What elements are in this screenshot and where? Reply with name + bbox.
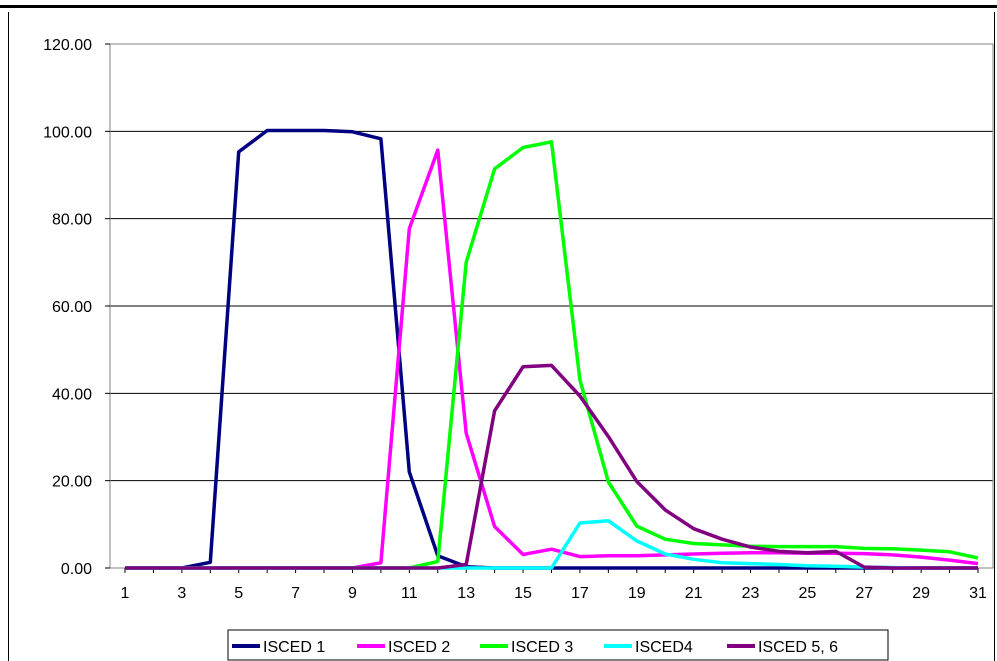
x-tick-label: 29	[912, 585, 930, 602]
x-tick-label: 13	[457, 585, 475, 602]
series-line-2	[125, 148, 979, 570]
chart-frame	[8, 12, 995, 661]
x-tick-label: 5	[234, 585, 243, 602]
top-border	[0, 5, 997, 8]
legend-label: ISCED4	[635, 639, 693, 656]
x-tick-label: 21	[685, 585, 703, 602]
x-tick-label: 25	[799, 585, 817, 602]
series-line-3	[125, 140, 979, 570]
x-tick-label: 11	[401, 585, 418, 602]
legend-label: ISCED 1	[263, 639, 325, 656]
gridlines	[110, 43, 993, 569]
y-tick-label: 120.00	[43, 37, 92, 54]
y-axis-ticks: 0.00 20.00 40.00 60.00 80.00 100.00 120.00	[43, 37, 110, 578]
legend-box	[227, 629, 889, 661]
y-tick-label: 20.00	[52, 474, 92, 491]
y-tick-label: 60.00	[52, 299, 92, 316]
x-tick-label: 15	[514, 585, 532, 602]
y-tick-label: 80.00	[52, 212, 92, 229]
legend: ISCED 1 ISCED 2 ISCED 3 ISCED4 ISCED 5, 6	[227, 629, 889, 661]
x-tick-label: 17	[571, 585, 589, 602]
legend-label: ISCED 2	[388, 639, 450, 656]
x-axis-ticks: 1 3 5 7 9 11 13 15 17 19 21 23 25 27 29 31	[121, 568, 987, 602]
x-tick-label: 31	[969, 585, 987, 602]
x-tick-label: 23	[742, 585, 760, 602]
series-line-1	[125, 128, 978, 570]
x-tick-label: 9	[348, 585, 357, 602]
x-tick-label: 27	[855, 585, 873, 602]
x-tick-label: 1	[121, 585, 130, 602]
x-tick-label: 19	[628, 585, 646, 602]
y-tick-label: 40.00	[52, 386, 92, 403]
y-tick-label: 100.00	[43, 124, 92, 141]
legend-label: ISCED 5, 6	[758, 639, 838, 656]
legend-label: ISCED 3	[511, 639, 573, 656]
x-tick-label: 7	[291, 585, 300, 602]
x-tick-label: 3	[177, 585, 186, 602]
series-lines	[125, 128, 979, 570]
y-tick-label: 0.00	[61, 561, 92, 578]
series-line-5	[125, 363, 978, 570]
